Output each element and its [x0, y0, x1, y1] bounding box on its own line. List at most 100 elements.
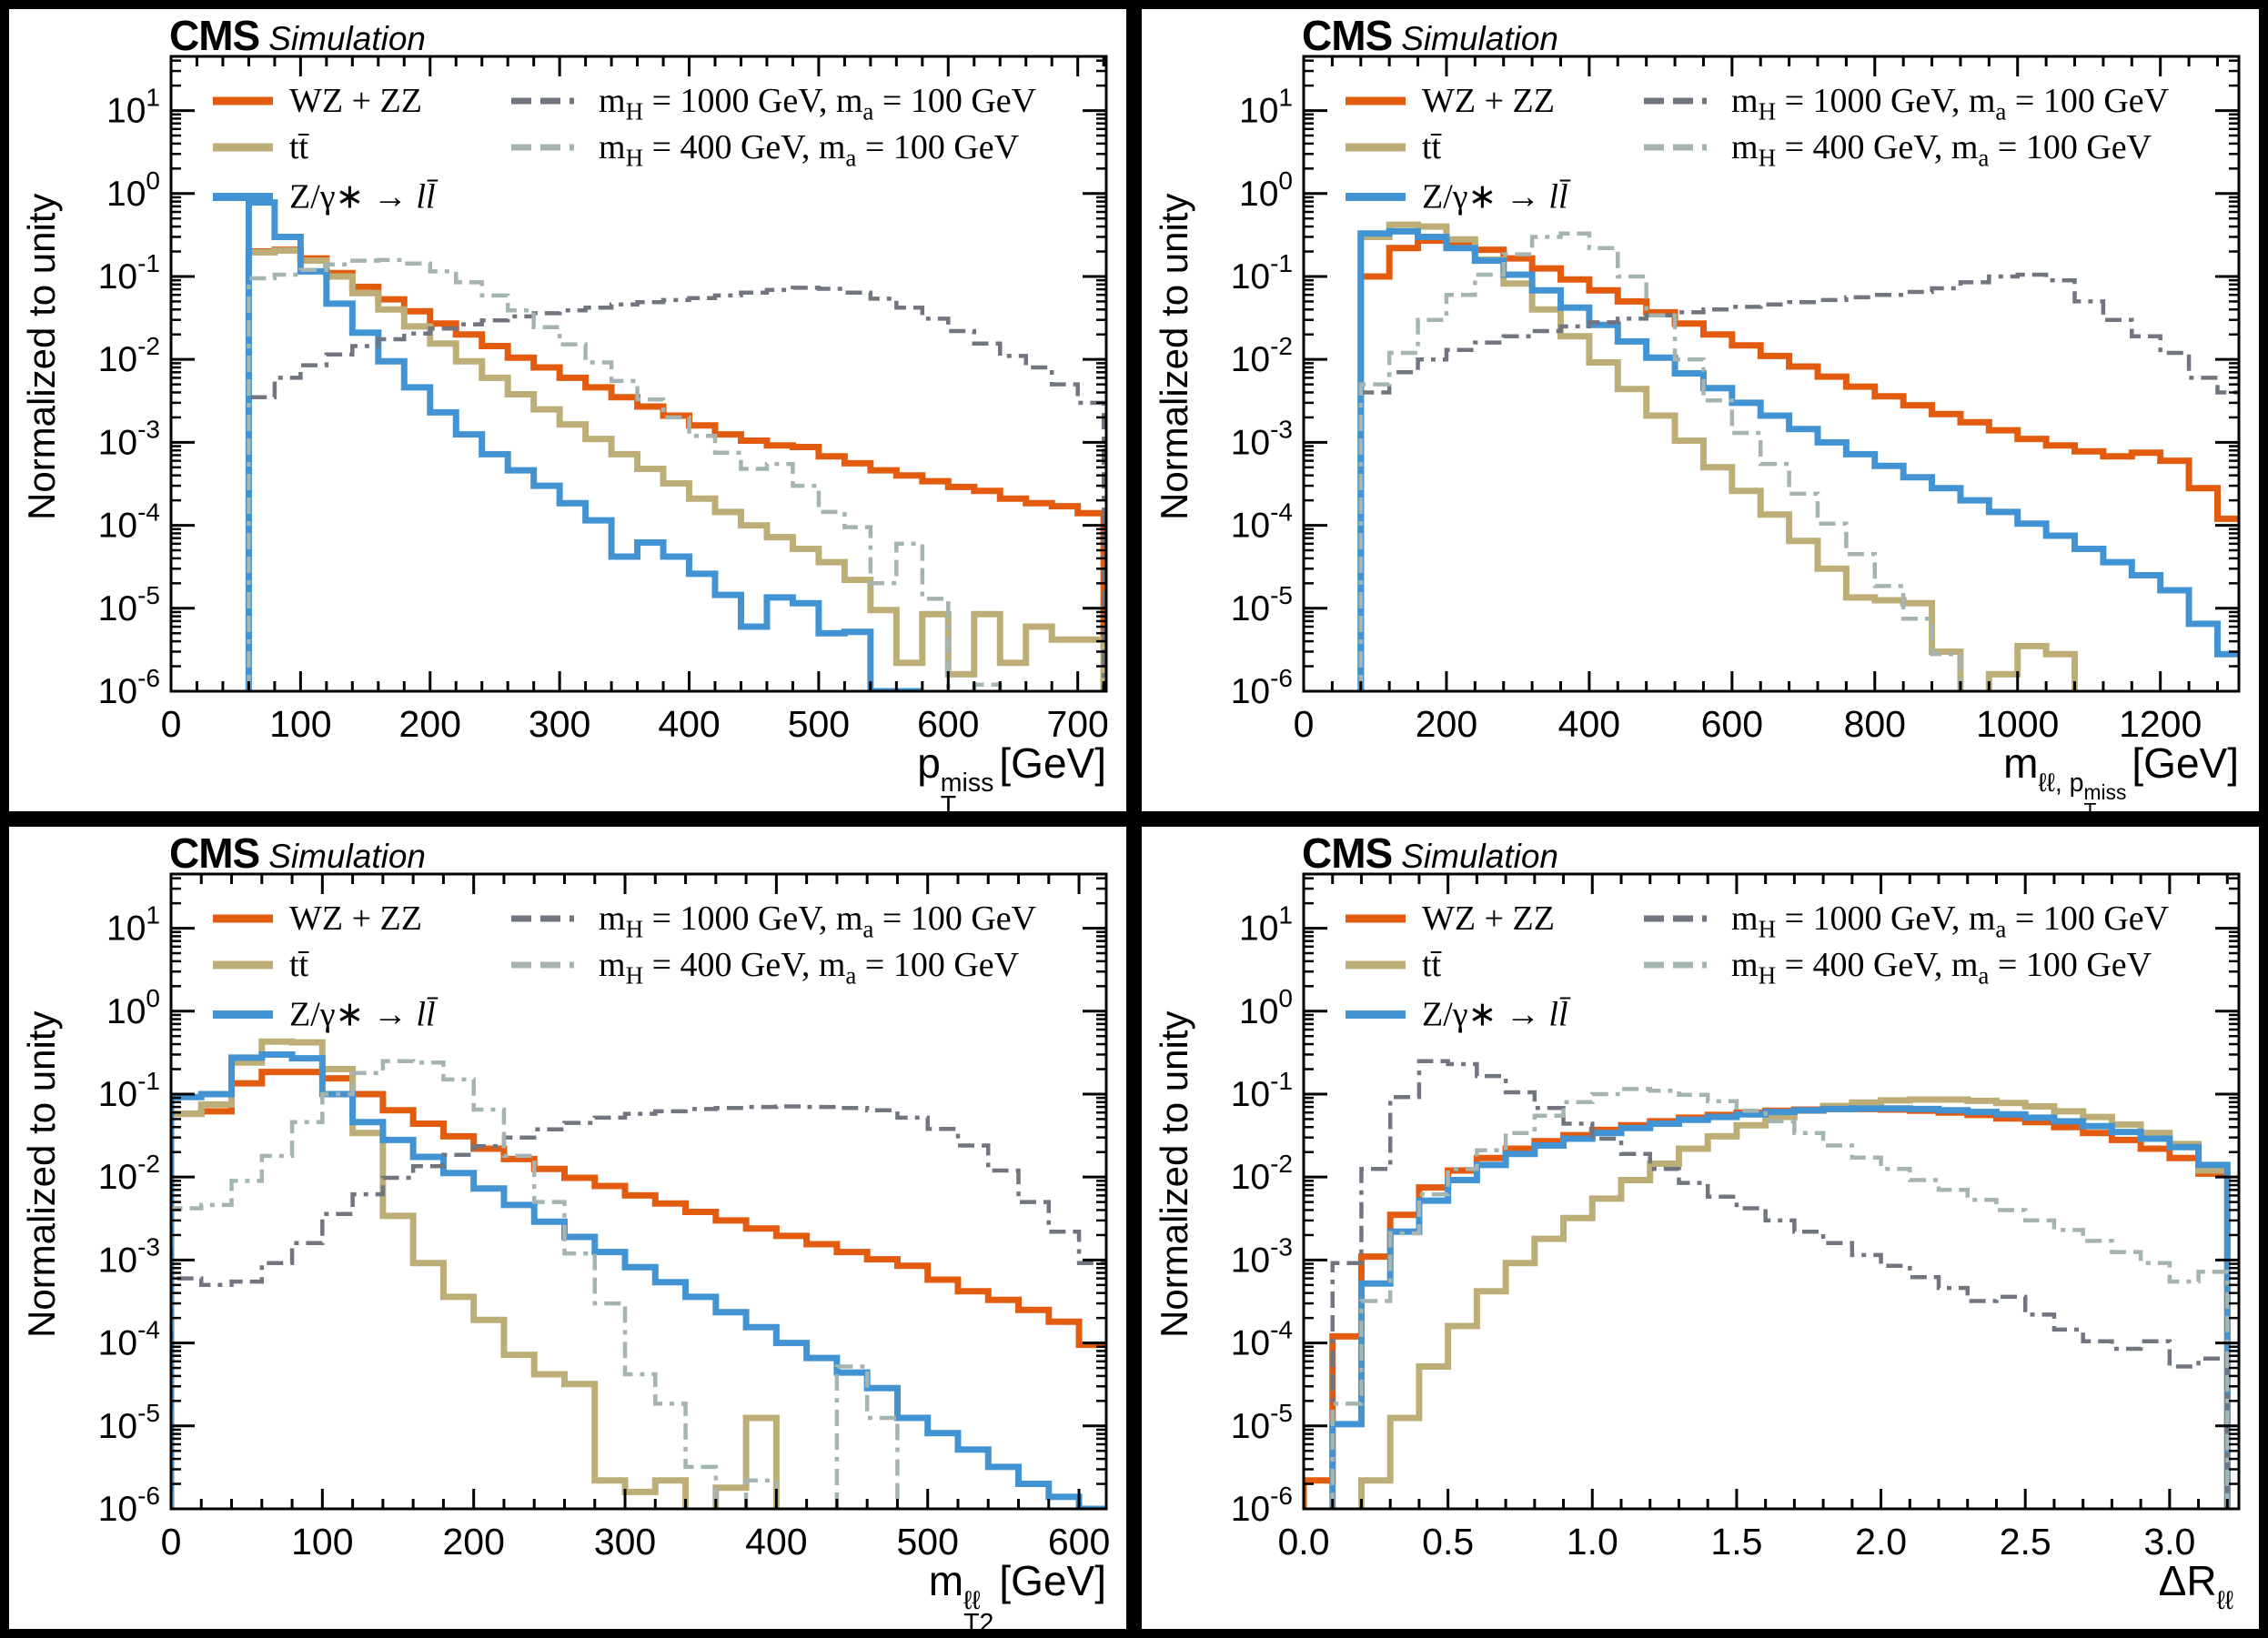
series-mh1000: [1358, 272, 2239, 691]
x-tick-label: 2.5: [2000, 1521, 2051, 1563]
y-tick-label: 10-5: [1231, 1399, 1293, 1446]
y-tick-label: 10-1: [98, 249, 160, 296]
x-tick-label: 200: [399, 703, 461, 745]
y-tick-label: 10-1: [1231, 1067, 1293, 1114]
y-tick-label: 100: [106, 984, 160, 1031]
y-tick-label: 10-2: [98, 332, 160, 379]
y-tick-label: 10-2: [98, 1150, 160, 1197]
y-tick-label: 10-5: [98, 1399, 160, 1446]
simulation-label: Simulation: [268, 20, 426, 57]
plot-header: CMS Simulation: [169, 11, 426, 60]
x-axis-title: m ℓℓ T2 [GeV]: [928, 1557, 1106, 1629]
x-tick-label: 1000: [1976, 703, 2059, 745]
panel-mt2: CMS Simulation Normalized to unity 0 100 20…: [9, 827, 1126, 1629]
y-tick-label: 100: [1239, 984, 1293, 1031]
series-mh400: [247, 257, 1003, 691]
histogram-plot-mt2: 0 100 200 300 400 500 600 101 100 10-1 10-2 10-3 10-…: [98, 872, 1110, 1563]
simulation-label: Simulation: [1401, 20, 1558, 57]
cms-logo-text: CMS: [169, 829, 260, 877]
x-tick-label: 300: [529, 703, 590, 745]
x-tick-label: 700: [1046, 703, 1108, 745]
x-tick-label: 200: [442, 1521, 504, 1563]
y-tick-label: 101: [106, 901, 160, 949]
x-tick-label: 1200: [2119, 703, 2202, 745]
x-tick-label: 100: [269, 703, 331, 745]
x-axis-title: mℓℓ, pmissTT[GeV]: [2003, 739, 2239, 811]
y-tick-label: 10-2: [1231, 1150, 1293, 1197]
y-tick-label: 10-6: [98, 1482, 160, 1529]
cms-logo-text: CMS: [1302, 829, 1393, 877]
series-wzzz: [1304, 1105, 2231, 1509]
y-tick-label: 101: [106, 84, 160, 131]
y-tick-label: 10-1: [1231, 249, 1293, 296]
simulation-label: Simulation: [1401, 838, 1558, 875]
simulation-label: Simulation: [268, 838, 426, 875]
y-tick-label: 10-2: [1231, 332, 1293, 379]
y-tick-label: 10-6: [98, 664, 160, 711]
series-dy: [171, 1051, 1106, 1509]
y-tick-label: 10-3: [98, 1232, 160, 1280]
series-dy: [245, 199, 922, 691]
panel-mt: CMS Simulation Normalized to unity 0 200 40…: [1142, 9, 2259, 811]
series-wzzz: [171, 1069, 1106, 1509]
x-tick-label: 0: [161, 703, 182, 745]
x-tick-label: 0: [1294, 703, 1315, 745]
histogram-plot-pt-miss: 0 100 200 300 400 500 600 700 101 100 10-1 10-2 10-3…: [98, 55, 1109, 745]
y-tick-label: 100: [1239, 166, 1293, 214]
series-mh1000: [171, 1104, 1106, 1509]
x-tick-label: 200: [1416, 703, 1477, 745]
y-tick-label: 100: [106, 166, 160, 214]
y-tick-label: 10-4: [1231, 1316, 1293, 1363]
series-ttbar: [1357, 1096, 2231, 1509]
y-tick-label: 10-5: [1231, 581, 1293, 628]
series-mh400: [1358, 231, 1963, 691]
y-tick-label: 10-3: [1231, 1232, 1293, 1280]
x-tick-label: 400: [745, 1521, 807, 1563]
y-tick-label: 10-3: [98, 415, 160, 462]
plot-header: CMS Simulation: [1302, 829, 1558, 878]
cms-logo-text: CMS: [169, 12, 260, 59]
series-mh1000: [1330, 1059, 2230, 1509]
x-tick-label: 400: [658, 703, 720, 745]
series-mh1000: [247, 286, 1106, 691]
y-tick-label: 10-4: [98, 1316, 160, 1363]
panel-pt-miss: CMS Simulation Normalized to unity 0 100 20…: [9, 9, 1126, 811]
x-tick-label: 0.5: [1422, 1521, 1474, 1563]
y-tick-label: 101: [1239, 84, 1293, 131]
x-tick-label: 1.5: [1710, 1521, 1762, 1563]
y-tick-label: 10-6: [1231, 664, 1293, 711]
plot-header: CMS Simulation: [169, 829, 426, 878]
y-tick-label: 101: [1239, 901, 1293, 949]
x-axis-title: ΔR ℓℓ: [2158, 1557, 2233, 1615]
y-tick-label: 10-4: [98, 498, 160, 546]
x-tick-label: 0.0: [1278, 1521, 1330, 1563]
y-tick-label: 10-3: [1231, 415, 1293, 462]
x-tick-label: 600: [1048, 1521, 1110, 1563]
x-tick-label: 100: [291, 1521, 353, 1563]
x-tick-label: 600: [917, 703, 979, 745]
y-tick-label: 10-4: [1231, 498, 1293, 546]
x-tick-label: 500: [897, 1521, 959, 1563]
series-wzzz: [1357, 237, 2239, 691]
x-tick-label: 2.0: [1855, 1521, 1907, 1563]
series-mh400: [171, 1059, 900, 1509]
histogram-plot-mt: 0 200 400 600 800 1000 1200 101 100 10-1 10-2 10-3 1…: [1231, 55, 2241, 745]
series-ttbar: [1357, 221, 2079, 691]
panel-delta-r: CMS Simulation Normalized to unity 0.0 0.5…: [1142, 827, 2259, 1629]
series-mh400: [1330, 1087, 2230, 1509]
x-axis-title: p miss T [GeV]: [917, 739, 1106, 811]
x-tick-label: 600: [1701, 703, 1763, 745]
histogram-plot-delta-r: 0.0 0.5 1.0 1.5 2.0 2.5 3.0 101 100 10-1 10-2 10-3 1…: [1231, 872, 2241, 1563]
x-tick-label: 1.0: [1567, 1521, 1618, 1563]
series-ttbar: [245, 247, 1106, 691]
x-tick-label: 3.0: [2143, 1521, 2195, 1563]
x-tick-label: 0: [161, 1521, 182, 1563]
x-tick-label: 500: [788, 703, 850, 745]
x-tick-label: 300: [594, 1521, 656, 1563]
x-tick-label: 800: [1844, 703, 1906, 745]
y-tick-label: 10-1: [98, 1067, 160, 1114]
cms-logo-text: CMS: [1302, 12, 1393, 59]
x-tick-label: 400: [1558, 703, 1620, 745]
y-tick-label: 10-5: [98, 581, 160, 628]
